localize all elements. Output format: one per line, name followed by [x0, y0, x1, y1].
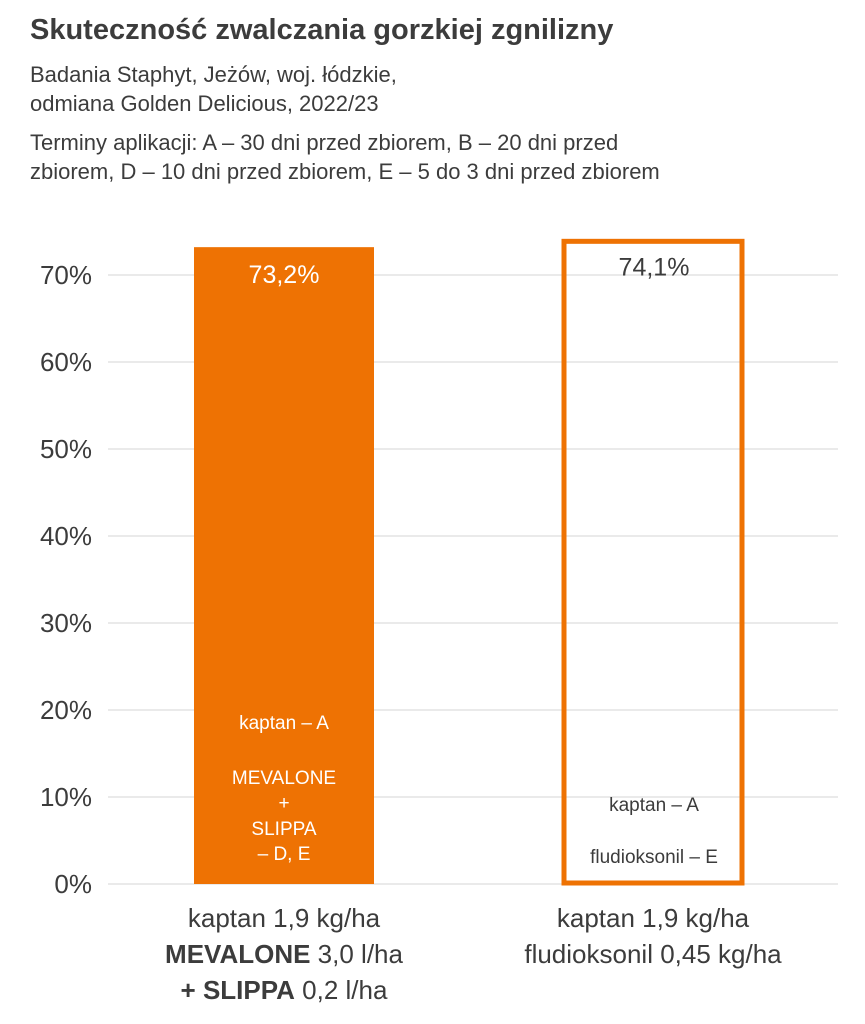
subtitle-line-2: odmiana Golden Delicious, 2022/23	[30, 91, 379, 116]
x-category-label-2: kaptan 1,9 kg/ha fludioksonil 0,45 kg/ha	[453, 900, 853, 972]
bar-annotation: SLIPPA	[251, 819, 316, 840]
subtitle-line-1: Badania Staphyt, Jeżów, woj. łódzkie,	[30, 62, 397, 87]
bar	[561, 238, 745, 886]
bar-annotation: kaptan – A	[239, 713, 329, 734]
y-tick-label: 70%	[40, 260, 92, 290]
y-tick-label: 60%	[40, 347, 92, 377]
bar-annotation: MEVALONE	[232, 768, 336, 789]
x-label-text: 3,0 l/ha	[310, 939, 403, 969]
terms-line-1: Terminy aplikacji: A – 30 dni przed zbio…	[30, 130, 619, 155]
x-category-label-1: kaptan 1,9 kg/ha MEVALONE 3,0 l/ha + SLIPP…	[84, 900, 484, 1008]
bar	[194, 247, 374, 884]
y-tick-label: 20%	[40, 695, 92, 725]
x-label-bold-text: + SLIPPA	[180, 975, 295, 1005]
x-label-text: fludioksonil 0,45 kg/ha	[524, 939, 782, 969]
x-label-text: kaptan 1,9 kg/ha	[187, 903, 381, 933]
y-tick-label: 0%	[54, 869, 92, 899]
bar-annotation: +	[278, 793, 289, 814]
y-tick-label: 10%	[40, 782, 92, 812]
x-label-bold-text: MEVALONE	[165, 939, 311, 969]
x-label-line: kaptan 1,9 kg/ha	[84, 900, 484, 936]
bar-annotation: – D, E	[258, 844, 311, 865]
data-label: 73,2%	[249, 261, 320, 289]
x-label-line: kaptan 1,9 kg/ha	[453, 900, 853, 936]
data-label: 74,1%	[619, 253, 690, 281]
terms-line-2: zbiorem, D – 10 dni przed zbiorem, E – 5…	[30, 159, 660, 184]
x-label-line: + SLIPPA 0,2 l/ha	[84, 972, 484, 1008]
bar-annotation: kaptan – A	[609, 795, 699, 816]
chart-title: Skuteczność zwalczania gorzkiej zgnilizn…	[30, 14, 614, 46]
x-label-line: fludioksonil 0,45 kg/ha	[453, 936, 853, 972]
bar-annotation: fludioksonil – E	[590, 847, 718, 868]
y-tick-label: 30%	[40, 608, 92, 638]
x-label-text: kaptan 1,9 kg/ha	[556, 903, 750, 933]
x-label-line: MEVALONE 3,0 l/ha	[84, 936, 484, 972]
y-tick-label: 40%	[40, 521, 92, 551]
y-tick-label: 50%	[40, 434, 92, 464]
x-label-text: 0,2 l/ha	[294, 975, 388, 1005]
